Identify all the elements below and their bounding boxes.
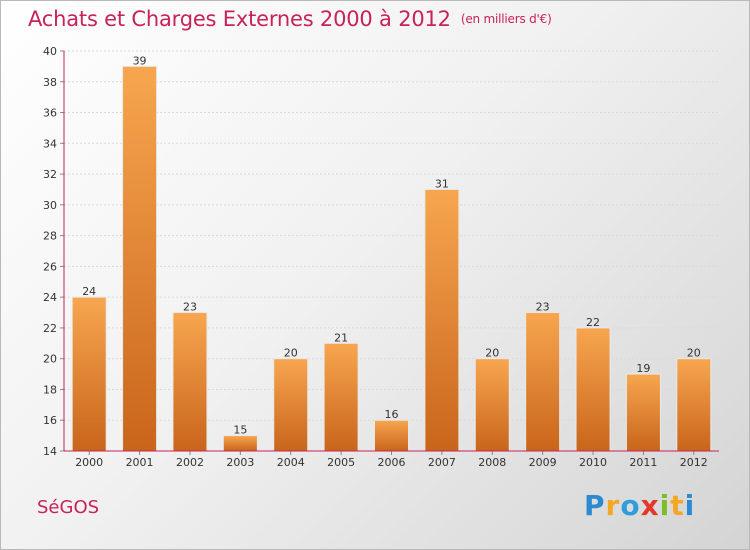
data-label: 20: [485, 347, 499, 360]
chart-title: Achats et Charges Externes 2000 à 2012 (e…: [28, 7, 552, 31]
y-tick-label: 26: [43, 260, 57, 273]
brand-letter: i: [659, 489, 671, 522]
x-tick-label: 2010: [579, 456, 607, 469]
x-tick-label: 2006: [378, 456, 406, 469]
title-unit: (en milliers d'€): [460, 12, 552, 26]
data-label: 20: [284, 347, 298, 360]
x-tick-label: 2009: [529, 456, 557, 469]
brand-letter: r: [605, 489, 621, 522]
data-label: 23: [536, 301, 550, 314]
data-label: 24: [82, 285, 96, 298]
y-tick-label: 16: [43, 414, 57, 427]
x-tick-label: 2001: [126, 456, 154, 469]
bar: [122, 65, 158, 452]
y-tick-label: 30: [43, 199, 57, 212]
brand-letter: P: [584, 489, 606, 522]
brand-logo: Proxiti: [584, 489, 695, 522]
x-tick-label: 2012: [680, 456, 708, 469]
brand-letter: x: [640, 489, 660, 522]
data-label: 20: [687, 347, 701, 360]
data-label: 22: [586, 316, 600, 329]
x-tick-label: 2008: [478, 456, 506, 469]
bar: [676, 358, 712, 452]
data-label: 15: [233, 424, 247, 437]
y-tick-label: 24: [43, 291, 57, 304]
brand-letter: o: [620, 489, 641, 522]
y-tick-label: 20: [43, 353, 57, 366]
y-tick-label: 32: [43, 168, 57, 181]
x-tick-label: 2003: [226, 456, 254, 469]
y-tick-label: 34: [43, 137, 57, 150]
axes: 14 16 18 20 22 24 26 28 30 32 34 36 38 40 2000 2001 2002…: [43, 45, 719, 469]
bar: [575, 327, 611, 452]
bar: [625, 373, 661, 452]
bar: [71, 296, 107, 452]
bar: [273, 358, 309, 452]
bar: [222, 435, 258, 452]
bar: [474, 358, 510, 452]
x-tick-label: 2000: [75, 456, 103, 469]
brand-letter: i: [684, 489, 696, 522]
y-tick-label: 18: [43, 383, 57, 396]
bars: 24 39 23 15 20 21 16 31 20 23 22 19 20: [71, 54, 712, 452]
x-tick-label: 2007: [428, 456, 456, 469]
bar: [323, 342, 359, 452]
y-tick-label: 22: [43, 322, 57, 335]
y-tick-label: 36: [43, 107, 57, 120]
y-tick-label: 38: [43, 76, 57, 89]
y-tick-label: 28: [43, 230, 57, 243]
y-tick-label: 40: [43, 45, 57, 58]
data-label: 31: [435, 177, 449, 190]
x-tick-label: 2011: [629, 456, 657, 469]
data-label: 16: [385, 408, 399, 421]
x-tick-label: 2004: [277, 456, 305, 469]
data-label: 19: [636, 362, 650, 375]
bar: [525, 312, 561, 452]
y-tick-label: 14: [43, 445, 57, 458]
bar: [172, 312, 208, 452]
x-tick-label: 2005: [327, 456, 355, 469]
grid: [64, 50, 719, 421]
bar: [424, 188, 460, 452]
data-label: 39: [133, 54, 147, 67]
place-name: SéGOS: [37, 497, 100, 518]
data-label: 23: [183, 301, 197, 314]
bar: [374, 419, 409, 452]
x-tick-label: 2002: [176, 456, 204, 469]
title-text: Achats et Charges Externes 2000 à 2012: [28, 7, 451, 31]
brand-letter: t: [670, 489, 685, 522]
data-label: 21: [334, 331, 348, 344]
